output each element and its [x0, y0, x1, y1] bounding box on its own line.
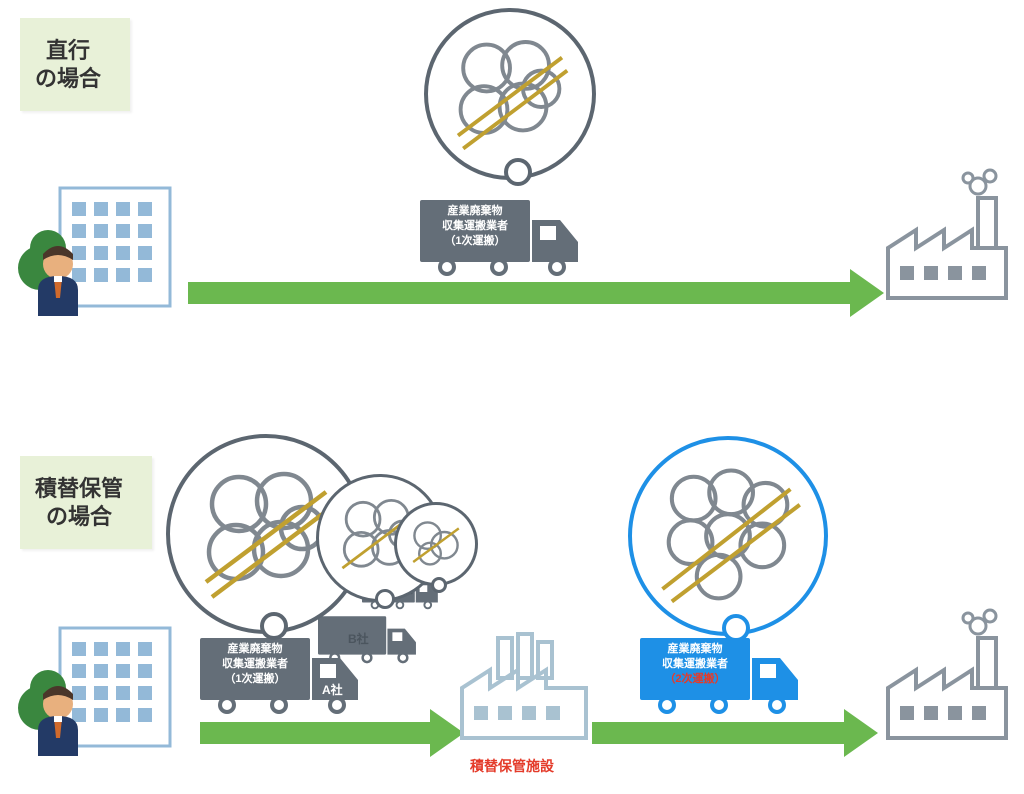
origin-bottom	[10, 618, 190, 763]
facility-transship	[452, 608, 602, 753]
truck-primary-top: 産業廃棄物 収集運搬業者 （1次運搬）	[420, 190, 590, 282]
label-transship-line1: 積替保管	[35, 476, 123, 501]
truck-a: 産業廃棄物 収集運搬業者 （1次運搬）	[200, 628, 370, 720]
lamps-icon	[406, 514, 466, 574]
label-direct-line1: 直行	[46, 38, 90, 63]
origin-top	[10, 178, 190, 323]
factory-icon	[868, 608, 1018, 748]
arrow-direct	[188, 282, 878, 304]
section-direct: 直行 の場合 産業廃棄物	[0, 0, 1024, 340]
facility-caption: 積替保管施設	[470, 756, 554, 776]
lamps-icon	[650, 458, 806, 614]
origin-icon	[10, 618, 190, 758]
arrow-stage2	[592, 722, 872, 744]
bubble-top	[424, 8, 596, 180]
arrow-stage1	[200, 722, 458, 744]
factory-icon	[868, 168, 1018, 308]
label-transship-line2: の場合	[46, 504, 112, 529]
section-transship: 積替保管 の場合	[0, 420, 1024, 780]
factory-dest-bottom	[868, 608, 1018, 753]
bubble-c	[394, 502, 478, 586]
origin-icon	[10, 178, 190, 318]
label-transship: 積替保管 の場合	[20, 456, 152, 549]
label-direct-line2: の場合	[35, 66, 101, 91]
bubble-secondary	[628, 436, 828, 636]
label-company-a: A社	[318, 680, 347, 699]
label-direct: 直行 の場合	[20, 18, 130, 111]
factory-icon	[452, 608, 602, 748]
truck-secondary: 産業廃棄物 収集運搬業者 （2次運搬）	[640, 628, 810, 720]
lamps-icon	[445, 29, 575, 159]
factory-dest-top	[868, 168, 1018, 313]
